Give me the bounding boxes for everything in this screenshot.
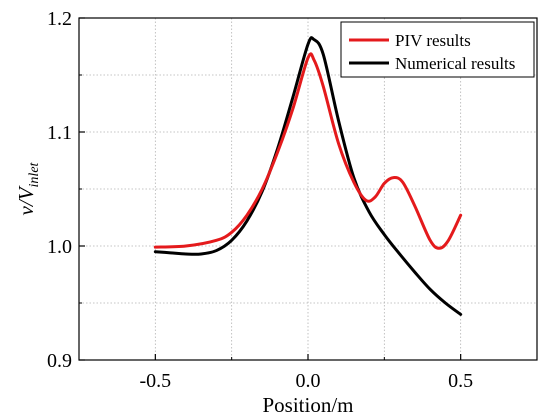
legend-label-numerical: Numerical results: [395, 54, 515, 73]
x-axis-title: Position/m: [262, 393, 353, 417]
legend-box: [340, 21, 535, 78]
series-line-numerical: [153, 36, 463, 316]
series-line-piv: [153, 52, 463, 250]
legend-label-piv: PIV results: [395, 31, 471, 50]
y-axis-title-subscript: inlet: [27, 161, 42, 187]
x-tick-label: -0.5: [139, 370, 171, 392]
y-tick-label: 1.1: [47, 122, 72, 144]
y-axis-title: v/Vinlet: [14, 161, 42, 215]
y-tick-label: 1.0: [47, 236, 72, 258]
series-layer: [153, 36, 463, 316]
y-axis-title-main: v/V: [14, 185, 38, 215]
legend: PIV results Numerical results: [340, 21, 535, 78]
tick-labels: -0.5 0.0 0.5 0.9 1.0 1.1 1.2: [47, 8, 473, 392]
x-tick-label: 0.5: [448, 370, 473, 392]
y-tick-label: 1.2: [47, 8, 72, 30]
ticks: [79, 17, 462, 361]
y-tick-label: 0.9: [47, 350, 72, 372]
x-tick-label: 0.0: [296, 370, 321, 392]
